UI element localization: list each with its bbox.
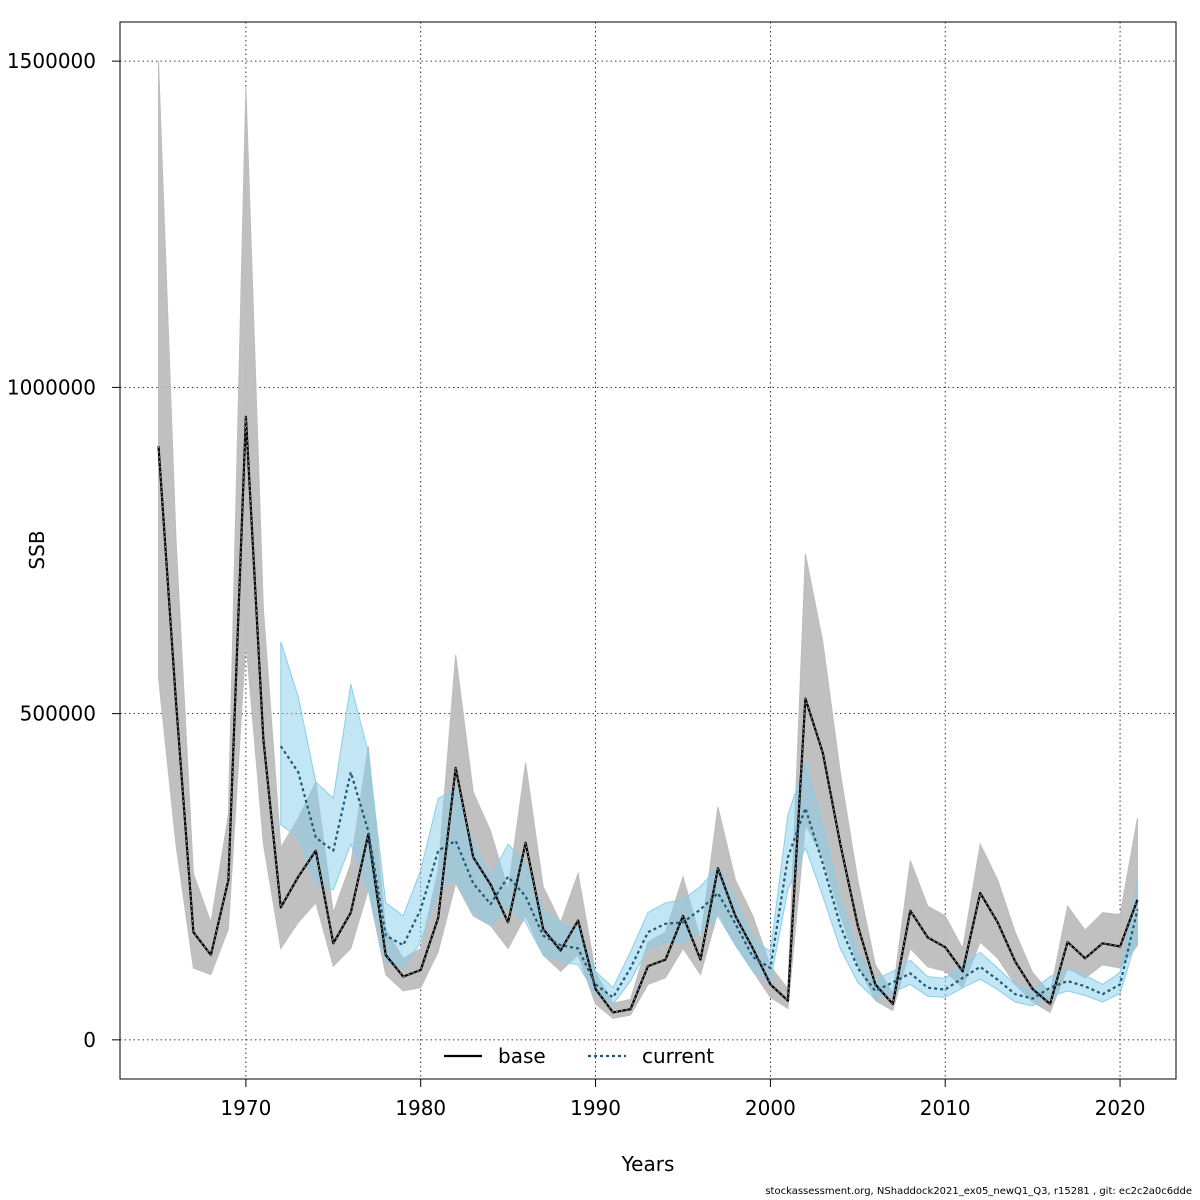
x-tick-label: 1990	[570, 1096, 621, 1120]
y-axis-title: SSB	[25, 530, 49, 569]
x-tick-label: 1970	[220, 1096, 271, 1120]
line-current	[279, 745, 1139, 1000]
y-tick-label: 1000000	[7, 375, 96, 399]
footer-credit: stockassessment.org, NShaddock2021_ex05_…	[765, 1186, 1192, 1197]
x-axis-title: Years	[621, 1152, 675, 1176]
x-tick-label: 2010	[920, 1096, 971, 1120]
confidence-bands	[158, 61, 1138, 1019]
grid-lines	[120, 22, 1176, 1079]
x-axis: 1970 1980 1990 2000 2010 2020	[220, 1079, 1146, 1120]
series-lines	[157, 415, 1139, 1014]
x-tick-label: 2020	[1095, 1096, 1146, 1120]
line-base-overlay	[158, 416, 1138, 1013]
x-tick-label: 1980	[395, 1096, 446, 1120]
y-tick-label: 500000	[20, 702, 96, 726]
y-tick-label: 1500000	[7, 49, 96, 73]
band-current	[280, 641, 1138, 1007]
x-tick-label: 2000	[745, 1096, 796, 1120]
y-axis: 0 500000 1000000 1500000	[7, 49, 120, 1052]
legend-label-base: base	[498, 1044, 546, 1068]
plot-frame	[119, 21, 1177, 1080]
legend-label-current: current	[642, 1044, 714, 1068]
legend: base current	[444, 1044, 714, 1068]
y-tick-label: 0	[83, 1028, 96, 1052]
band-base	[158, 61, 1138, 1019]
